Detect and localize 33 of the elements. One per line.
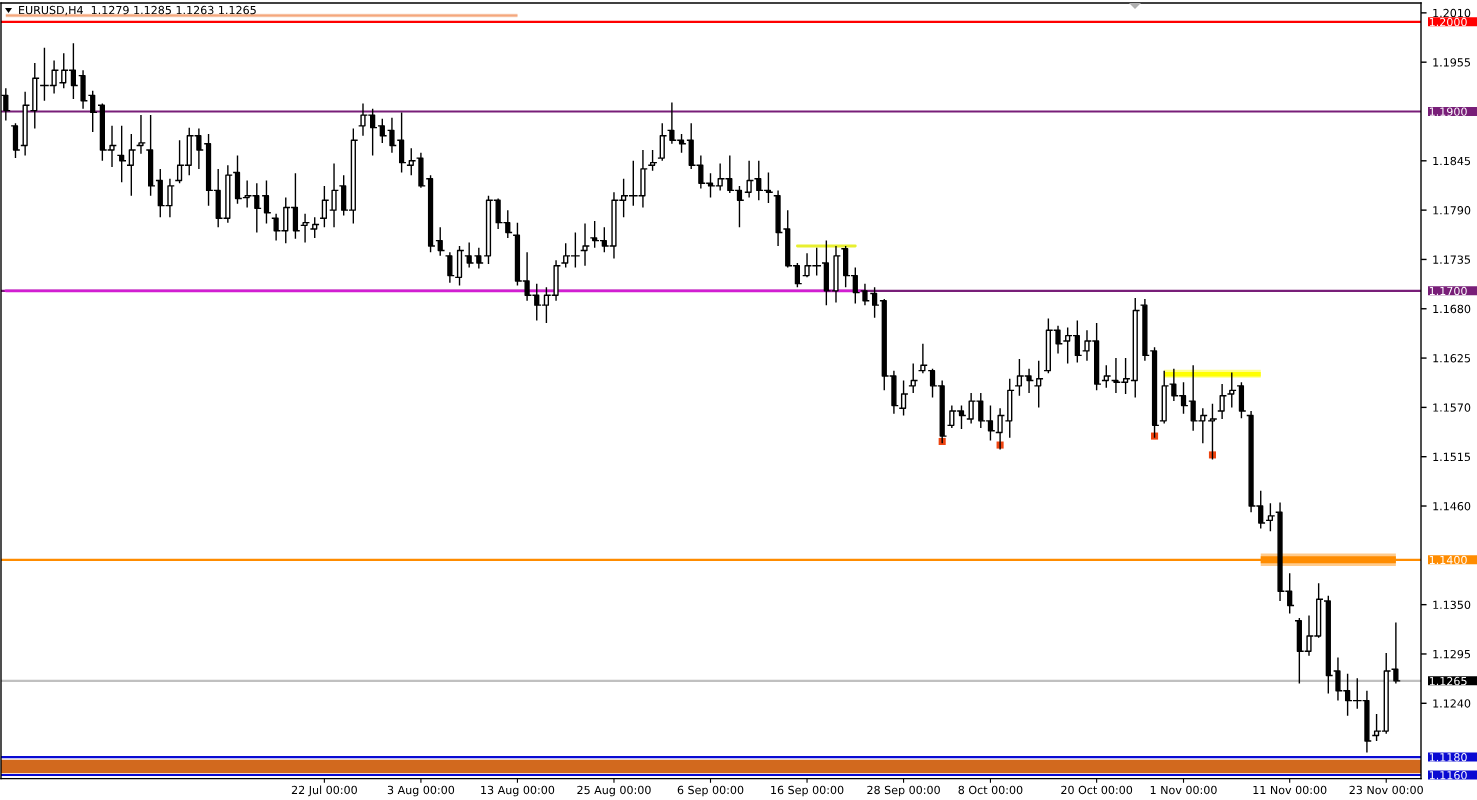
x-tick-label: 20 Oct 00:00 <box>1061 785 1133 795</box>
y-tick-label: 1.1955 <box>1433 58 1471 67</box>
y-tick-label: 1.1295 <box>1433 649 1471 659</box>
x-tick-label: 1 Nov 00:00 <box>1150 785 1217 795</box>
y-tick-label: 1.1735 <box>1433 255 1471 264</box>
x-tick-label: 22 Jul 00:00 <box>291 785 357 797</box>
x-tick-label: 23 Nov 00:00 <box>1349 785 1423 795</box>
x-tick-label: 8 Oct 00:00 <box>958 785 1023 795</box>
ref-line-label: 1.1700 <box>1429 286 1467 296</box>
x-tick-label: 13 Aug 00:00 <box>481 785 555 797</box>
y-tick-label: 1.1790 <box>1433 206 1471 215</box>
y-tick-label: 1.1515 <box>1433 452 1471 462</box>
y-tick-label: 1.1240 <box>1433 699 1471 708</box>
x-tick-label: 3 Aug 00:00 <box>387 785 455 797</box>
chart-title: EURUSD,H4 1.1279 1.1285 1.1263 1.1265 <box>19 5 256 16</box>
ref-line-label: 1.1400 <box>1429 555 1467 565</box>
ref-line-label: 1.2000 <box>1429 17 1467 27</box>
x-tick-label: 28 Sep 00:00 <box>867 785 940 797</box>
x-tick-label: 25 Aug 00:00 <box>577 785 651 797</box>
y-tick-label: 1.1350 <box>1433 600 1471 610</box>
y-tick-label: 1.1845 <box>1433 156 1471 166</box>
x-tick-label: 16 Sep 00:00 <box>771 785 844 797</box>
x-tick-label: 11 Nov 00:00 <box>1253 785 1327 795</box>
x-tick-label: 6 Sep 00:00 <box>677 785 744 797</box>
y-tick-label: 1.2010 <box>1433 8 1471 18</box>
ref-line-label: 1.1900 <box>1429 107 1467 116</box>
ref-line-label: 1.1265 <box>1429 676 1467 686</box>
ref-line-label: 1.1180 <box>1429 753 1467 762</box>
y-tick-label: 1.1680 <box>1433 304 1471 314</box>
y-tick-label: 1.1460 <box>1433 501 1471 511</box>
y-tick-label: 1.1570 <box>1433 403 1471 412</box>
y-tick-label: 1.1625 <box>1433 354 1471 363</box>
ref-line-label: 1.1160 <box>1429 770 1467 780</box>
